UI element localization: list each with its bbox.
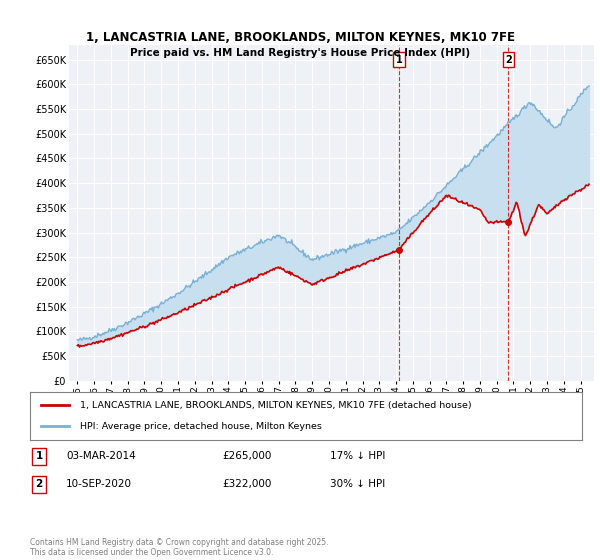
Text: Price paid vs. HM Land Registry's House Price Index (HPI): Price paid vs. HM Land Registry's House … <box>130 48 470 58</box>
Text: Contains HM Land Registry data © Crown copyright and database right 2025.
This d: Contains HM Land Registry data © Crown c… <box>30 538 329 557</box>
Text: 1: 1 <box>395 55 403 64</box>
Text: 17% ↓ HPI: 17% ↓ HPI <box>330 451 385 461</box>
Text: 1: 1 <box>35 451 43 461</box>
Text: 10-SEP-2020: 10-SEP-2020 <box>66 479 132 489</box>
Text: 2: 2 <box>35 479 43 489</box>
Text: 03-MAR-2014: 03-MAR-2014 <box>66 451 136 461</box>
Text: 2: 2 <box>505 55 512 64</box>
Text: HPI: Average price, detached house, Milton Keynes: HPI: Average price, detached house, Milt… <box>80 422 322 431</box>
Text: 1, LANCASTRIA LANE, BROOKLANDS, MILTON KEYNES, MK10 7FE (detached house): 1, LANCASTRIA LANE, BROOKLANDS, MILTON K… <box>80 401 472 410</box>
Text: £322,000: £322,000 <box>222 479 271 489</box>
Text: 1, LANCASTRIA LANE, BROOKLANDS, MILTON KEYNES, MK10 7FE: 1, LANCASTRIA LANE, BROOKLANDS, MILTON K… <box>86 31 515 44</box>
Text: 30% ↓ HPI: 30% ↓ HPI <box>330 479 385 489</box>
Text: £265,000: £265,000 <box>222 451 271 461</box>
